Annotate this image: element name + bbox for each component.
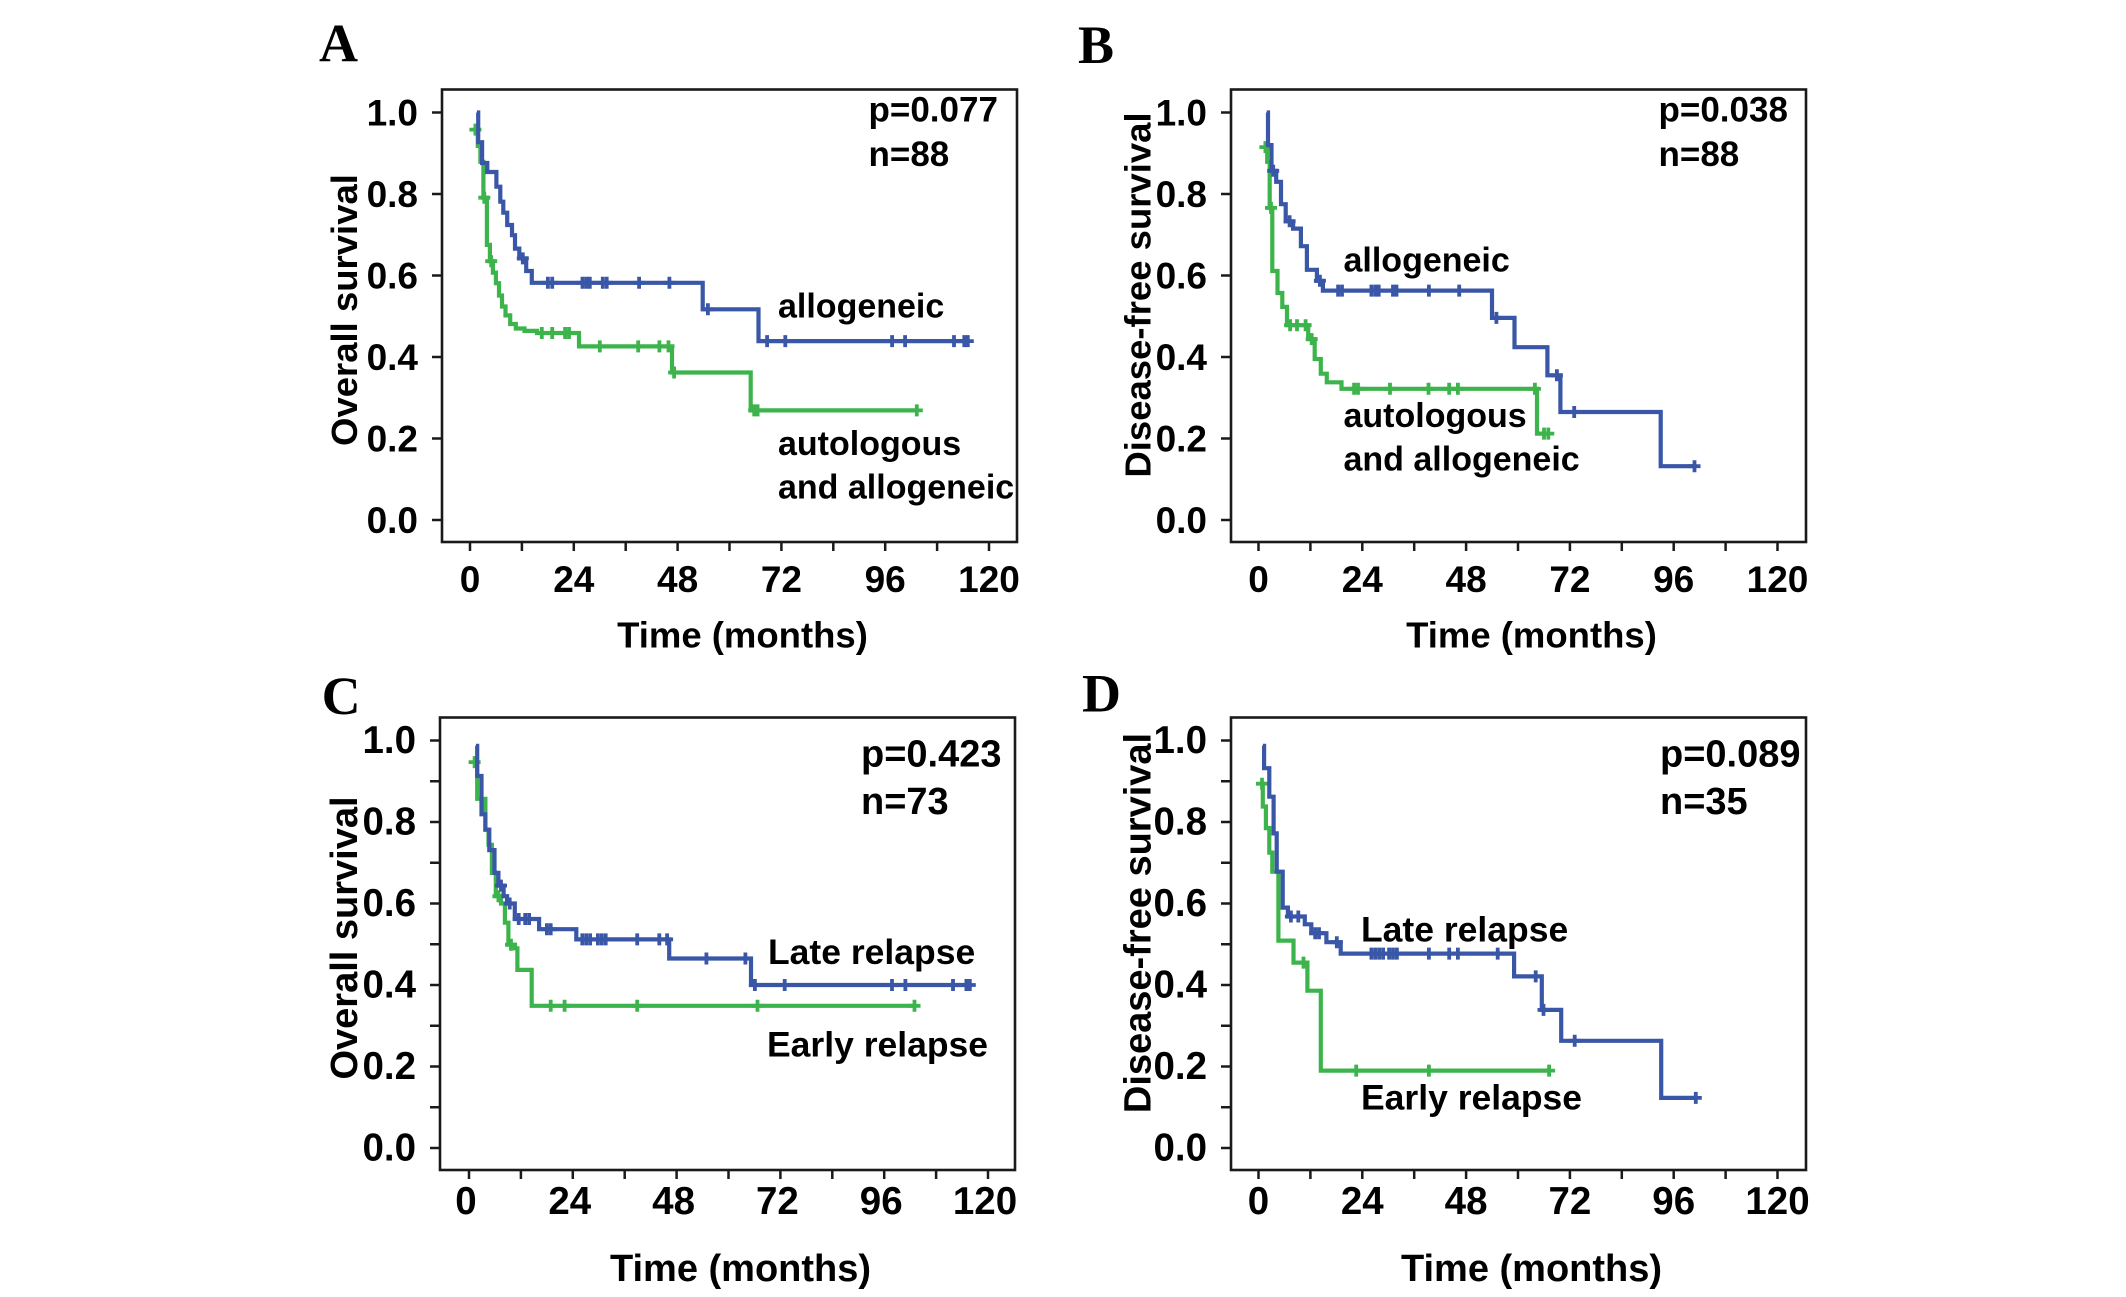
svg-text:0: 0 <box>460 559 481 600</box>
svg-text:n=88: n=88 <box>869 135 950 174</box>
svg-text:0.8: 0.8 <box>1153 801 1207 844</box>
svg-text:0.6: 0.6 <box>362 882 416 925</box>
svg-text:0.0: 0.0 <box>367 500 418 541</box>
svg-text:p=0.077: p=0.077 <box>869 91 998 130</box>
svg-text:120: 120 <box>1745 1180 1809 1223</box>
svg-text:n=73: n=73 <box>861 781 949 823</box>
svg-text:autologous: autologous <box>1344 397 1527 435</box>
svg-text:1.0: 1.0 <box>1153 719 1207 762</box>
svg-text:0.2: 0.2 <box>1153 1045 1207 1088</box>
svg-text:Late relapse: Late relapse <box>768 932 975 972</box>
svg-text:autologous: autologous <box>778 425 961 463</box>
svg-text:1.0: 1.0 <box>367 93 418 134</box>
svg-text:96: 96 <box>1652 1180 1695 1223</box>
svg-text:n=35: n=35 <box>1660 781 1748 823</box>
svg-text:0.0: 0.0 <box>362 1127 416 1170</box>
svg-text:Overall survival: Overall survival <box>324 796 366 1079</box>
svg-text:0: 0 <box>455 1180 476 1223</box>
svg-text:0.4: 0.4 <box>367 337 419 378</box>
svg-text:0.6: 0.6 <box>1153 882 1207 925</box>
svg-text:0.8: 0.8 <box>362 801 416 844</box>
svg-text:p=0.038: p=0.038 <box>1659 91 1788 130</box>
svg-text:0.8: 0.8 <box>367 174 418 215</box>
svg-text:120: 120 <box>1747 559 1809 600</box>
svg-text:Disease-free survival: Disease-free survival <box>1117 112 1158 477</box>
svg-text:0.2: 0.2 <box>367 419 418 460</box>
svg-text:24: 24 <box>1342 559 1384 600</box>
svg-text:allogeneic: allogeneic <box>1344 242 1510 280</box>
svg-text:48: 48 <box>657 559 698 600</box>
svg-text:120: 120 <box>958 559 1020 600</box>
svg-text:A: A <box>319 14 358 74</box>
svg-text:48: 48 <box>1445 1180 1488 1223</box>
svg-text:0.4: 0.4 <box>1156 337 1208 378</box>
svg-text:p=0.089: p=0.089 <box>1660 734 1801 776</box>
svg-text:72: 72 <box>756 1180 799 1223</box>
svg-text:48: 48 <box>652 1180 695 1223</box>
svg-text:p=0.423: p=0.423 <box>861 734 1002 776</box>
svg-text:Disease-free survival: Disease-free survival <box>1117 733 1159 1113</box>
svg-text:n=88: n=88 <box>1659 135 1740 174</box>
svg-text:0: 0 <box>1248 1180 1269 1223</box>
svg-text:96: 96 <box>860 1180 903 1223</box>
svg-text:and allogeneic: and allogeneic <box>1344 441 1580 479</box>
svg-text:Late relapse: Late relapse <box>1361 910 1568 950</box>
svg-text:0.6: 0.6 <box>367 256 418 297</box>
svg-text:C: C <box>322 666 361 726</box>
svg-text:0.4: 0.4 <box>1153 964 1207 1007</box>
svg-text:96: 96 <box>865 559 906 600</box>
svg-text:72: 72 <box>1549 559 1590 600</box>
svg-text:120: 120 <box>953 1180 1017 1223</box>
svg-text:Time (months): Time (months) <box>1406 614 1657 655</box>
svg-text:allogeneic: allogeneic <box>778 288 944 326</box>
svg-text:Time (months): Time (months) <box>610 1248 871 1290</box>
svg-text:48: 48 <box>1446 559 1487 600</box>
svg-text:24: 24 <box>1341 1180 1384 1223</box>
svg-text:0: 0 <box>1248 559 1269 600</box>
svg-text:1.0: 1.0 <box>1156 93 1207 134</box>
svg-text:B: B <box>1078 15 1114 75</box>
svg-text:24: 24 <box>553 559 595 600</box>
svg-text:D: D <box>1082 663 1121 723</box>
svg-text:Time (months): Time (months) <box>1401 1248 1662 1290</box>
svg-text:0.0: 0.0 <box>1153 1127 1207 1170</box>
svg-text:0.2: 0.2 <box>1156 419 1207 460</box>
svg-text:0.2: 0.2 <box>362 1045 416 1088</box>
svg-text:0.6: 0.6 <box>1156 256 1207 297</box>
svg-text:72: 72 <box>1548 1180 1591 1223</box>
svg-text:0.0: 0.0 <box>1156 500 1207 541</box>
svg-text:Early relapse: Early relapse <box>767 1025 988 1065</box>
svg-text:Overall survival: Overall survival <box>324 174 365 446</box>
svg-text:and allogeneic: and allogeneic <box>778 469 1014 507</box>
svg-text:Early relapse: Early relapse <box>1361 1078 1582 1118</box>
svg-text:24: 24 <box>548 1180 591 1223</box>
svg-text:96: 96 <box>1653 559 1694 600</box>
svg-text:Time (months): Time (months) <box>617 614 868 655</box>
svg-text:0.8: 0.8 <box>1156 174 1207 215</box>
svg-text:0.4: 0.4 <box>362 964 416 1007</box>
svg-text:1.0: 1.0 <box>362 719 416 762</box>
svg-text:72: 72 <box>761 559 802 600</box>
